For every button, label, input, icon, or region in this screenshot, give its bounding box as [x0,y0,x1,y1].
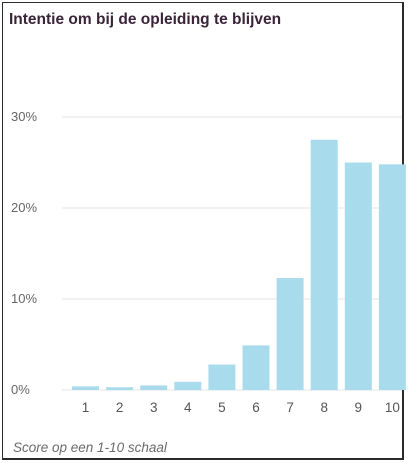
bar-score-4[interactable] [174,381,202,390]
y-tick-label: 20% [11,200,37,215]
x-tick-label: 2 [116,400,124,415]
bar-score-5[interactable] [208,364,236,390]
x-tick-label: 10 [385,400,400,415]
bar-score-8[interactable] [310,139,338,390]
bar-score-10[interactable] [378,164,406,390]
y-tick-label: 0% [11,382,30,397]
x-tick-label: 8 [320,400,328,415]
x-tick-label: 1 [82,400,90,415]
x-tick-label: 9 [355,400,363,415]
x-tick-label: 4 [184,400,192,415]
right-margin [405,0,417,463]
x-tick-label: 7 [286,400,294,415]
y-tick-label: 10% [11,291,37,306]
chart-title: Intentie om bij de opleiding te blijven [9,11,282,28]
bar-score-7[interactable] [276,278,304,390]
bar-score-6[interactable] [242,345,270,390]
x-tick-label: 3 [150,400,158,415]
x-tick-label: 5 [218,400,226,415]
bar-score-1[interactable] [72,386,99,390]
bar-score-9[interactable] [344,162,372,391]
x-tick-label: 6 [252,400,260,415]
bar-score-2[interactable] [106,387,134,390]
y-tick-label: 30% [11,109,37,124]
bar-score-3[interactable] [140,385,168,390]
x-axis-caption: Score op een 1-10 schaal [13,440,167,455]
